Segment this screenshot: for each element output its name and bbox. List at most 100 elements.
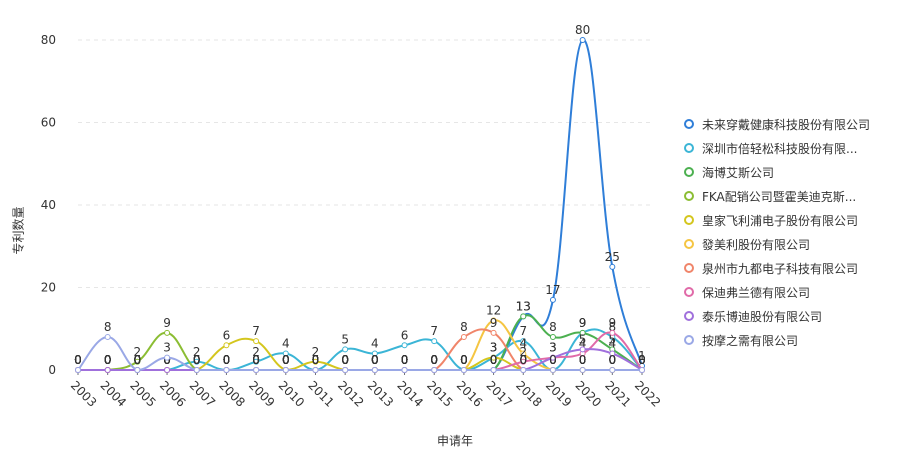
data-label: 3: [549, 341, 557, 355]
y-tick-label: 60: [41, 116, 56, 130]
legend-label: 發美利股份有限公司: [702, 237, 811, 252]
data-point: [520, 367, 527, 373]
data-label: 0: [460, 353, 468, 367]
data-point: [579, 346, 586, 353]
legend-item[interactable]: 泰乐博迪股份有限公司: [684, 304, 914, 328]
data-label: 0: [460, 353, 468, 367]
data-label: 9: [163, 316, 171, 330]
data-label: 0: [371, 353, 379, 367]
legend-label: 海博艾斯公司: [702, 165, 775, 180]
data-label: 3: [549, 341, 557, 355]
data-label: 0: [371, 353, 379, 367]
x-tick-label: 2017: [483, 378, 514, 409]
data-label: 0: [460, 353, 468, 367]
data-label: 0: [401, 353, 409, 367]
data-label: 9: [579, 316, 587, 330]
data-point: [342, 367, 349, 373]
data-point: [490, 317, 497, 324]
legend-marker-icon: [684, 167, 694, 177]
x-tick-label: 2020: [573, 378, 604, 409]
data-label: 0: [549, 353, 557, 367]
x-tick-label: 2006: [157, 378, 188, 409]
data-label: 13: [516, 299, 531, 313]
legend-item[interactable]: 泉州市九都电子科技有限公司: [684, 256, 914, 280]
legend-item[interactable]: 皇家飞利浦电子股份有限公司: [684, 208, 914, 232]
x-tick-label: 2007: [187, 378, 218, 409]
data-label: 0: [401, 353, 409, 367]
data-point: [401, 367, 408, 373]
data-label: 0: [371, 353, 379, 367]
data-point: [312, 358, 319, 365]
data-label: 0: [134, 353, 142, 367]
data-label: 0: [134, 353, 142, 367]
legend-label: 泰乐博迪股份有限公司: [702, 309, 823, 324]
data-label: 0: [223, 353, 231, 367]
data-label: 2: [252, 345, 260, 359]
data-point: [579, 37, 586, 43]
data-label: 4: [371, 337, 379, 351]
data-label: 0: [401, 353, 409, 367]
data-label: 0: [638, 353, 646, 367]
data-point: [342, 346, 349, 353]
legend-item[interactable]: 按摩之需有限公司: [684, 328, 914, 352]
legend-label: 泉州市九都电子科技有限公司: [702, 261, 859, 276]
legend-item[interactable]: FKA配销公司暨霍美迪克斯...: [684, 184, 914, 208]
data-label: 0: [223, 353, 231, 367]
data-point: [549, 334, 556, 340]
data-label: 0: [401, 353, 409, 367]
data-label: 12: [486, 304, 501, 318]
data-label: 0: [74, 353, 82, 367]
data-point: [401, 342, 408, 349]
chart-legend: 未来穿戴健康科技股份有限公司 深圳市倍轻松科技股份有限... 海博艾斯公司 FKA配销…: [684, 112, 914, 352]
data-label: 4: [282, 337, 290, 351]
data-label: 0: [371, 353, 379, 367]
data-label: 0: [104, 353, 112, 367]
data-point: [75, 367, 81, 373]
data-point: [549, 354, 556, 361]
data-label: 0: [282, 353, 290, 367]
data-point: [520, 358, 527, 365]
data-label: 0: [312, 353, 320, 367]
y-tick-label: 0: [48, 363, 56, 377]
data-label: 8: [608, 320, 616, 334]
data-label: 0: [341, 353, 349, 367]
data-label: 0: [608, 353, 616, 367]
data-label: 0: [193, 353, 201, 367]
data-label: 0: [371, 353, 379, 367]
data-label: 0: [312, 353, 320, 367]
data-label: 0: [74, 353, 82, 367]
y-tick-label: 80: [41, 33, 56, 47]
data-point: [104, 334, 111, 340]
legend-item[interactable]: 深圳市倍轻松科技股份有限...: [684, 136, 914, 160]
data-label: 0: [223, 353, 231, 367]
data-label: 17: [545, 283, 560, 297]
data-point: [609, 263, 616, 270]
x-axis-title: 申请年: [437, 434, 474, 448]
legend-item[interactable]: 未来穿戴健康科技股份有限公司: [684, 112, 914, 136]
data-label: 0: [312, 353, 320, 367]
data-point: [490, 367, 497, 373]
data-label: 0: [312, 353, 320, 367]
data-point: [134, 358, 141, 365]
data-label: 0: [341, 353, 349, 367]
data-label: 0: [74, 353, 82, 367]
data-label: 0: [460, 353, 468, 367]
data-point: [639, 367, 645, 373]
data-label: 0: [104, 353, 112, 367]
data-label: 0: [430, 353, 438, 367]
data-label: 0: [341, 353, 349, 367]
data-label: 0: [638, 353, 646, 367]
data-point: [164, 354, 171, 361]
data-label: 0: [341, 353, 349, 367]
data-label: 0: [608, 353, 616, 367]
legend-item[interactable]: 保迪弗兰德有限公司: [684, 280, 914, 304]
x-tick-label: 2021: [602, 378, 633, 409]
legend-item[interactable]: 海博艾斯公司: [684, 160, 914, 184]
data-label: 0: [282, 353, 290, 367]
legend-item[interactable]: 發美利股份有限公司: [684, 232, 914, 256]
data-label: 0: [252, 353, 260, 367]
data-point: [282, 350, 289, 357]
legend-label: 按摩之需有限公司: [702, 333, 799, 348]
